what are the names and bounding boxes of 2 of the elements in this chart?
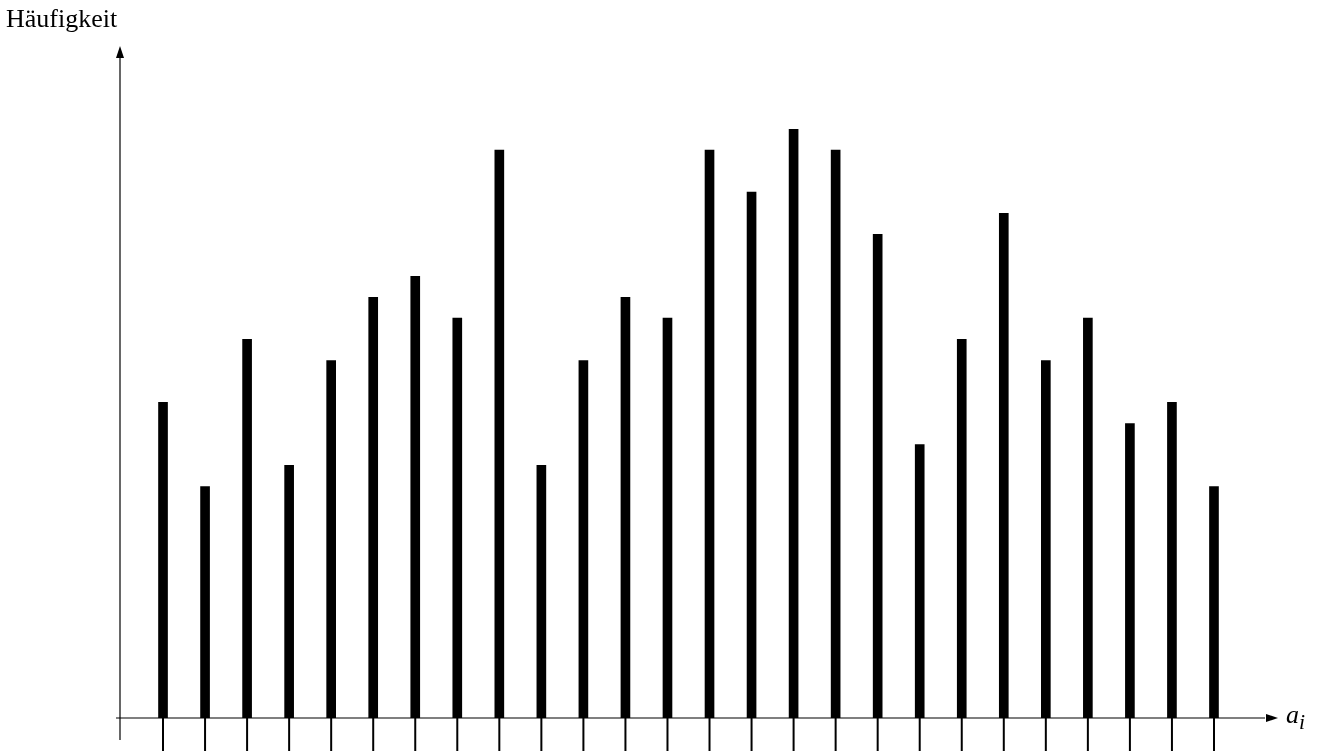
y-axis-title: Häufigkeit [6, 4, 118, 34]
x-axis-title: a$_{i}$ [1286, 700, 1306, 736]
